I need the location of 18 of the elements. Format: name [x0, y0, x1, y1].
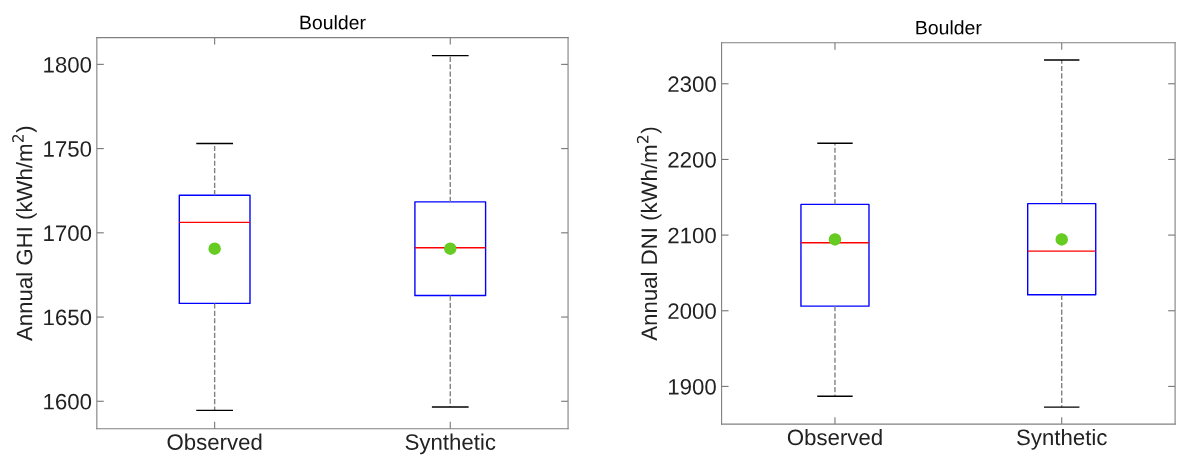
y-tick-label: 2000	[668, 303, 716, 320]
y-tick-label: 2100	[668, 227, 716, 244]
x-tick-label: Synthetic	[1017, 428, 1107, 450]
y-tick-label: 1650	[44, 309, 92, 326]
y-axis-title: Annual GHI (kWh/m$^{2}$)	[12, 126, 37, 341]
x-tick-label: Observed	[787, 428, 882, 446]
y-tick-label: 1900	[668, 378, 716, 395]
x-tick-label: Observed	[167, 433, 262, 450]
y-tick-label: 2300	[668, 76, 716, 93]
y-tick-label: 2200	[668, 151, 716, 168]
x-tick-label: Synthetic	[405, 433, 496, 455]
chart-title: Boulder	[300, 15, 366, 30]
chart-title: Boulder	[916, 20, 982, 35]
y-tick-label: 1700	[44, 225, 92, 242]
y-axis-title: Annual DNI (kWh/m$^{2}$)	[636, 127, 662, 341]
y-tick-label: 1800	[44, 56, 92, 73]
y-tick-label: 1750	[44, 141, 92, 157]
y-tick-label: 1600	[44, 393, 92, 410]
